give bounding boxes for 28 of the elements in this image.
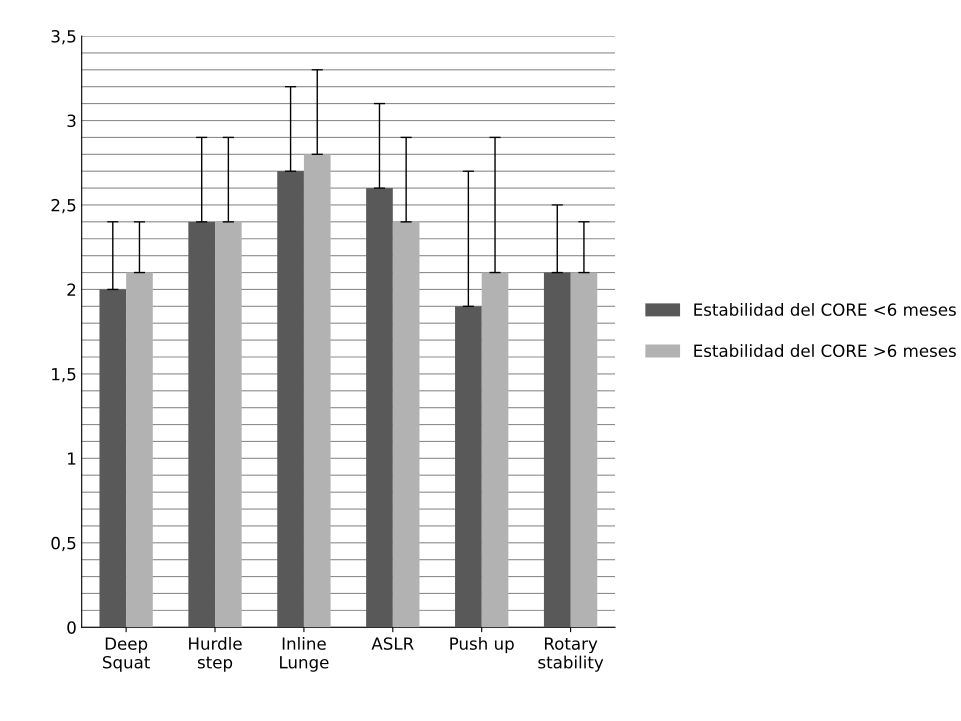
x-tick-label: Push up (450, 636, 514, 654)
bar (366, 188, 393, 628)
bar (392, 222, 420, 628)
legend-label: Estabilidad del CORE <6 meses (694, 303, 956, 316)
bar (482, 272, 508, 628)
bar (304, 154, 331, 628)
y-tick-label: 0,5 (51, 536, 76, 552)
bar (455, 306, 482, 628)
x-tick-label: Inline Lunge (280, 636, 329, 672)
legend-label: Estabilidad del CORE >6 meses (694, 344, 956, 358)
bar (99, 289, 126, 628)
bar (277, 171, 304, 628)
y-tick-label: 2 (67, 283, 76, 296)
y-tick-label: 0 (67, 621, 76, 634)
bar (126, 272, 153, 628)
x-tick-label: Hurdle step (189, 636, 242, 672)
x-tick-label: Deep Squat (102, 638, 150, 672)
x-tick-label: Rotary stability (538, 638, 604, 672)
bar (188, 222, 216, 628)
x-tick-label: ASLR (372, 637, 414, 650)
bar (544, 272, 571, 628)
y-tick-label: 3 (67, 114, 76, 128)
y-tick-label: 1,5 (52, 368, 76, 382)
bar (570, 272, 598, 628)
bar (215, 222, 242, 628)
y-tick-label: 1 (68, 452, 76, 465)
y-tick-label: 3,5 (52, 30, 76, 44)
y-tick-label: 2,5 (52, 198, 76, 214)
